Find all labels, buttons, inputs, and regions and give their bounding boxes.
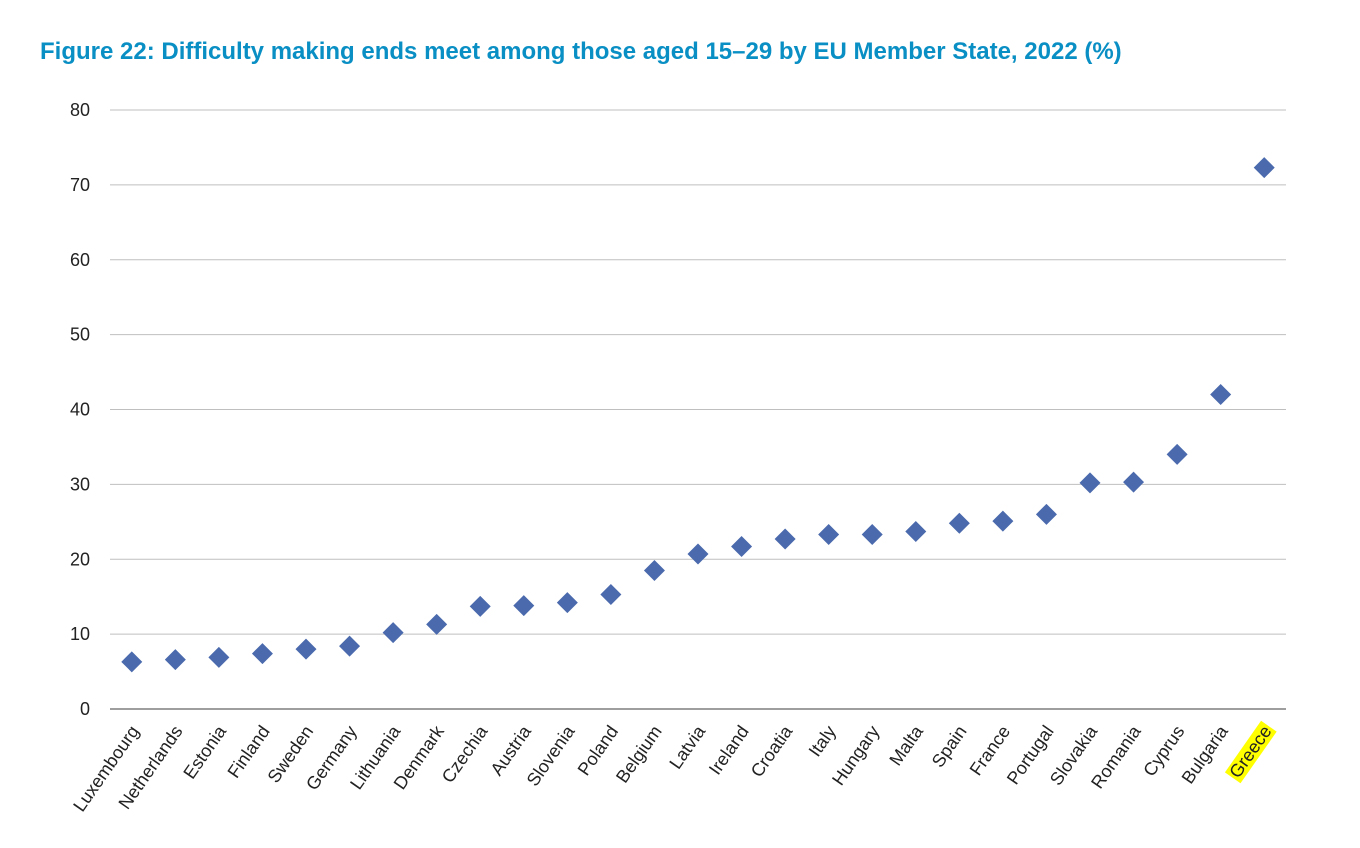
x-category-label-group: Estonia <box>179 721 230 782</box>
data-point-netherlands <box>164 649 186 671</box>
category-highlight <box>1224 720 1277 784</box>
x-category-label: Spain <box>928 722 971 771</box>
y-tick-label: 10 <box>70 624 90 644</box>
x-category-label-group: Bulgaria <box>1178 721 1233 787</box>
data-point-cyprus <box>1166 443 1188 465</box>
data-point-lithuania <box>382 622 404 644</box>
data-point-hungary <box>861 524 883 546</box>
x-category-label: Croatia <box>747 721 797 781</box>
x-category-label-group: Italy <box>805 722 840 761</box>
x-category-label-group: Czechia <box>438 721 492 787</box>
data-point-latvia <box>687 543 709 565</box>
y-axis-ticks: 0 10 20 30 40 50 60 70 80 <box>70 100 90 719</box>
y-tick-label: 70 <box>70 175 90 195</box>
data-point-france <box>992 510 1014 532</box>
x-category-label-group: Spain <box>928 722 971 771</box>
data-point-portugal <box>1035 503 1057 525</box>
chart-title: Figure 22: Difficulty making ends meet a… <box>40 38 1122 65</box>
x-category-label-group: Ireland <box>705 722 753 779</box>
data-point-finland <box>251 643 273 665</box>
data-point-croatia <box>774 528 796 550</box>
data-points <box>121 157 1275 673</box>
data-point-italy <box>818 524 840 546</box>
x-category-label: Latvia <box>665 721 710 773</box>
data-point-sweden <box>295 638 317 660</box>
y-tick-label: 0 <box>80 699 90 719</box>
x-category-label: Italy <box>805 722 840 761</box>
data-point-greece <box>1253 157 1275 179</box>
data-point-slovakia <box>1079 472 1101 494</box>
x-category-label-group: Malta <box>885 721 927 769</box>
x-category-label-group: Belgium <box>612 722 666 787</box>
data-point-slovenia <box>556 592 578 614</box>
x-category-label: Ireland <box>705 722 753 779</box>
x-category-label: Greece <box>1225 722 1275 782</box>
data-point-poland <box>600 583 622 605</box>
x-category-label: Belgium <box>612 722 666 787</box>
data-point-malta <box>905 521 927 543</box>
x-category-label: Bulgaria <box>1178 721 1233 787</box>
x-category-label: Estonia <box>179 721 230 782</box>
data-point-czechia <box>469 595 491 617</box>
data-point-estonia <box>208 646 230 668</box>
x-category-label-group: Croatia <box>747 721 797 781</box>
y-tick-label: 60 <box>70 250 90 270</box>
gridlines <box>110 109 1286 710</box>
y-tick-label: 50 <box>70 325 90 345</box>
data-point-bulgaria <box>1210 384 1232 406</box>
x-category-label-group: Latvia <box>665 721 710 773</box>
y-tick-label: 40 <box>70 400 90 420</box>
data-point-belgium <box>643 559 665 581</box>
x-category-label: Malta <box>885 721 927 769</box>
data-point-denmark <box>426 613 448 635</box>
x-category-label: Czechia <box>438 721 492 787</box>
data-point-luxembourg <box>121 651 143 673</box>
data-point-spain <box>948 512 970 534</box>
y-tick-label: 20 <box>70 549 90 569</box>
data-point-ireland <box>731 536 753 558</box>
y-tick-label: 30 <box>70 474 90 494</box>
data-point-romania <box>1123 471 1145 493</box>
y-tick-label: 80 <box>70 100 90 120</box>
x-axis-labels: LuxembourgNetherlandsEstoniaFinlandSwede… <box>69 720 1277 815</box>
data-point-germany <box>339 635 361 657</box>
data-point-austria <box>513 595 535 617</box>
x-category-label-group: Greece <box>1224 720 1277 784</box>
